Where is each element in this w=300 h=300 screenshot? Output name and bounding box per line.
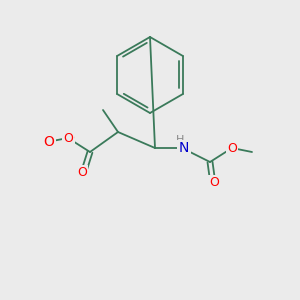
- Text: N: N: [179, 141, 189, 155]
- Text: H: H: [176, 135, 184, 145]
- Text: O: O: [77, 167, 87, 179]
- Text: O: O: [209, 176, 219, 190]
- Text: O: O: [76, 167, 86, 181]
- Text: O: O: [227, 142, 237, 154]
- Text: O: O: [63, 131, 73, 145]
- Text: O: O: [64, 131, 74, 145]
- Text: O: O: [44, 135, 54, 149]
